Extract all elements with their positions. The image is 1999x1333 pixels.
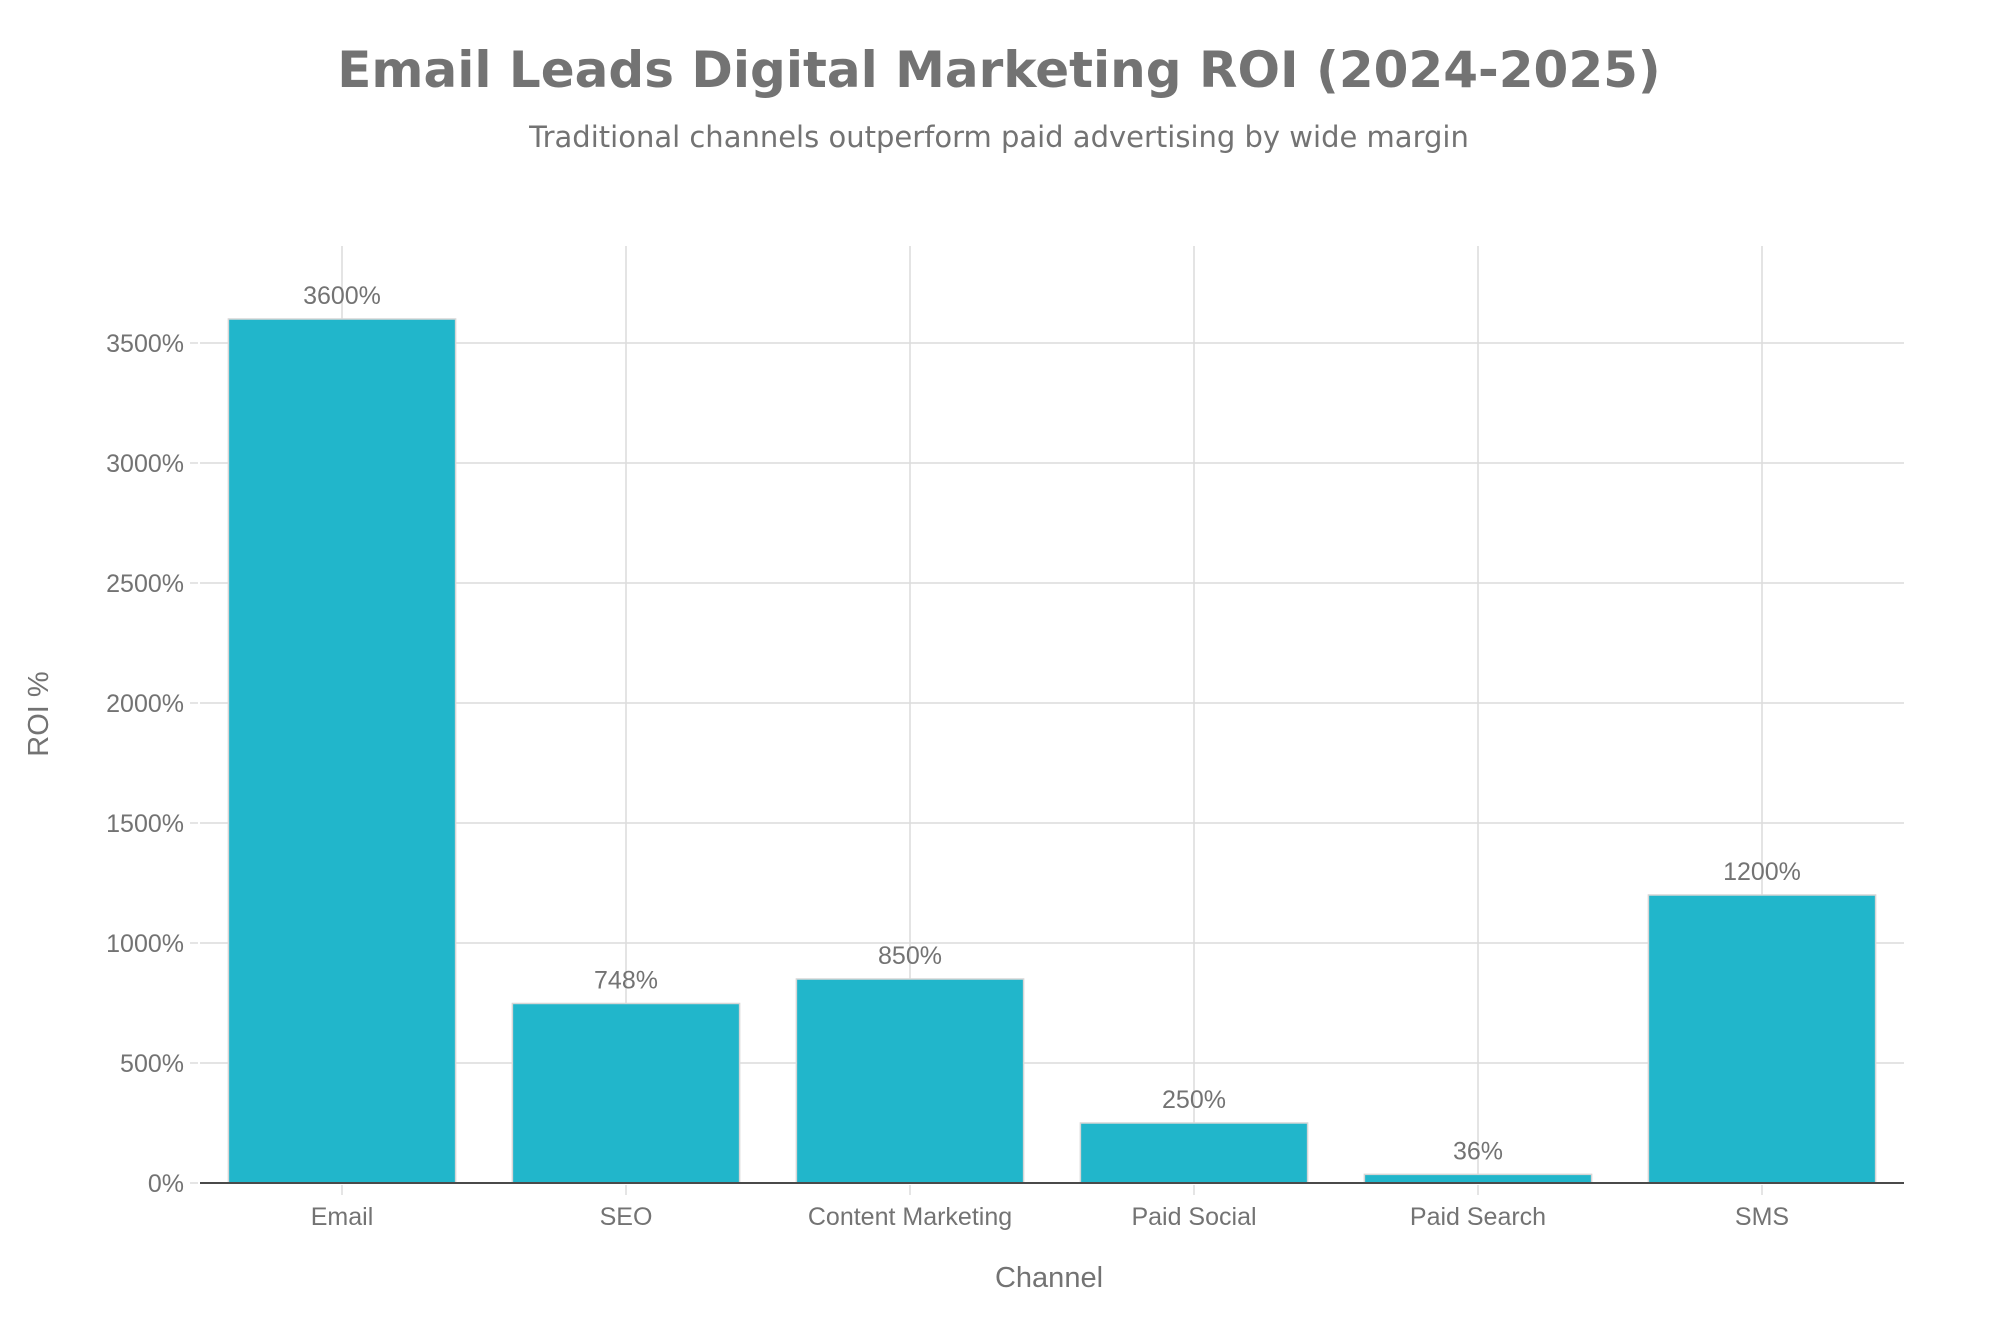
y-tick-label: 0% <box>148 1170 184 1198</box>
data-label: 1200% <box>1723 858 1801 886</box>
bar-paid-social[interactable] <box>1079 1122 1309 1184</box>
x-tick-label: SMS <box>1735 1203 1789 1231</box>
y-tick-label: 3500% <box>106 330 184 358</box>
x-axis-ticks: Email SEO Content Marketing Paid Social Paid… <box>311 1185 1789 1231</box>
y-tick-label: 3000% <box>106 450 184 478</box>
data-label: 748% <box>594 966 658 994</box>
x-tick-label: SEO <box>600 1203 653 1231</box>
data-labels: 3600% 748% 850% 250% 36% 1200% <box>303 282 1801 1165</box>
bar-sms[interactable] <box>1647 894 1877 1184</box>
y-tick-label: 1000% <box>106 930 184 958</box>
bar-seo[interactable] <box>511 1002 741 1184</box>
data-label: 250% <box>1162 1086 1226 1114</box>
y-axis-title: ROI % <box>23 671 55 756</box>
x-axis-title: Channel <box>995 1262 1103 1294</box>
y-tick-label: 500% <box>120 1050 184 1078</box>
bar-content-marketing[interactable] <box>795 978 1025 1184</box>
data-label: 36% <box>1453 1137 1503 1165</box>
bar-email[interactable] <box>227 318 457 1184</box>
x-tick-label: Content Marketing <box>808 1203 1012 1231</box>
x-tick-label: Email <box>311 1203 374 1231</box>
x-tick-label: Paid Social <box>1131 1203 1256 1231</box>
y-tick-label: 2000% <box>106 690 184 718</box>
y-axis-ticks: 0% 500% 1000% 1500% 2000% 2500% 3000% 3500% <box>106 330 198 1198</box>
chart-subtitle: Traditional channels outperform paid adv… <box>528 120 1469 154</box>
data-label: 3600% <box>303 282 381 310</box>
bars <box>227 318 1877 1184</box>
y-tick-label: 1500% <box>106 810 184 838</box>
x-tick-label: Paid Search <box>1410 1203 1546 1231</box>
y-tick-label: 2500% <box>106 570 184 598</box>
bar-paid-search[interactable] <box>1363 1173 1593 1184</box>
chart-title: Email Leads Digital Marketing ROI (2024-… <box>337 41 1661 99</box>
data-label: 850% <box>878 942 942 970</box>
